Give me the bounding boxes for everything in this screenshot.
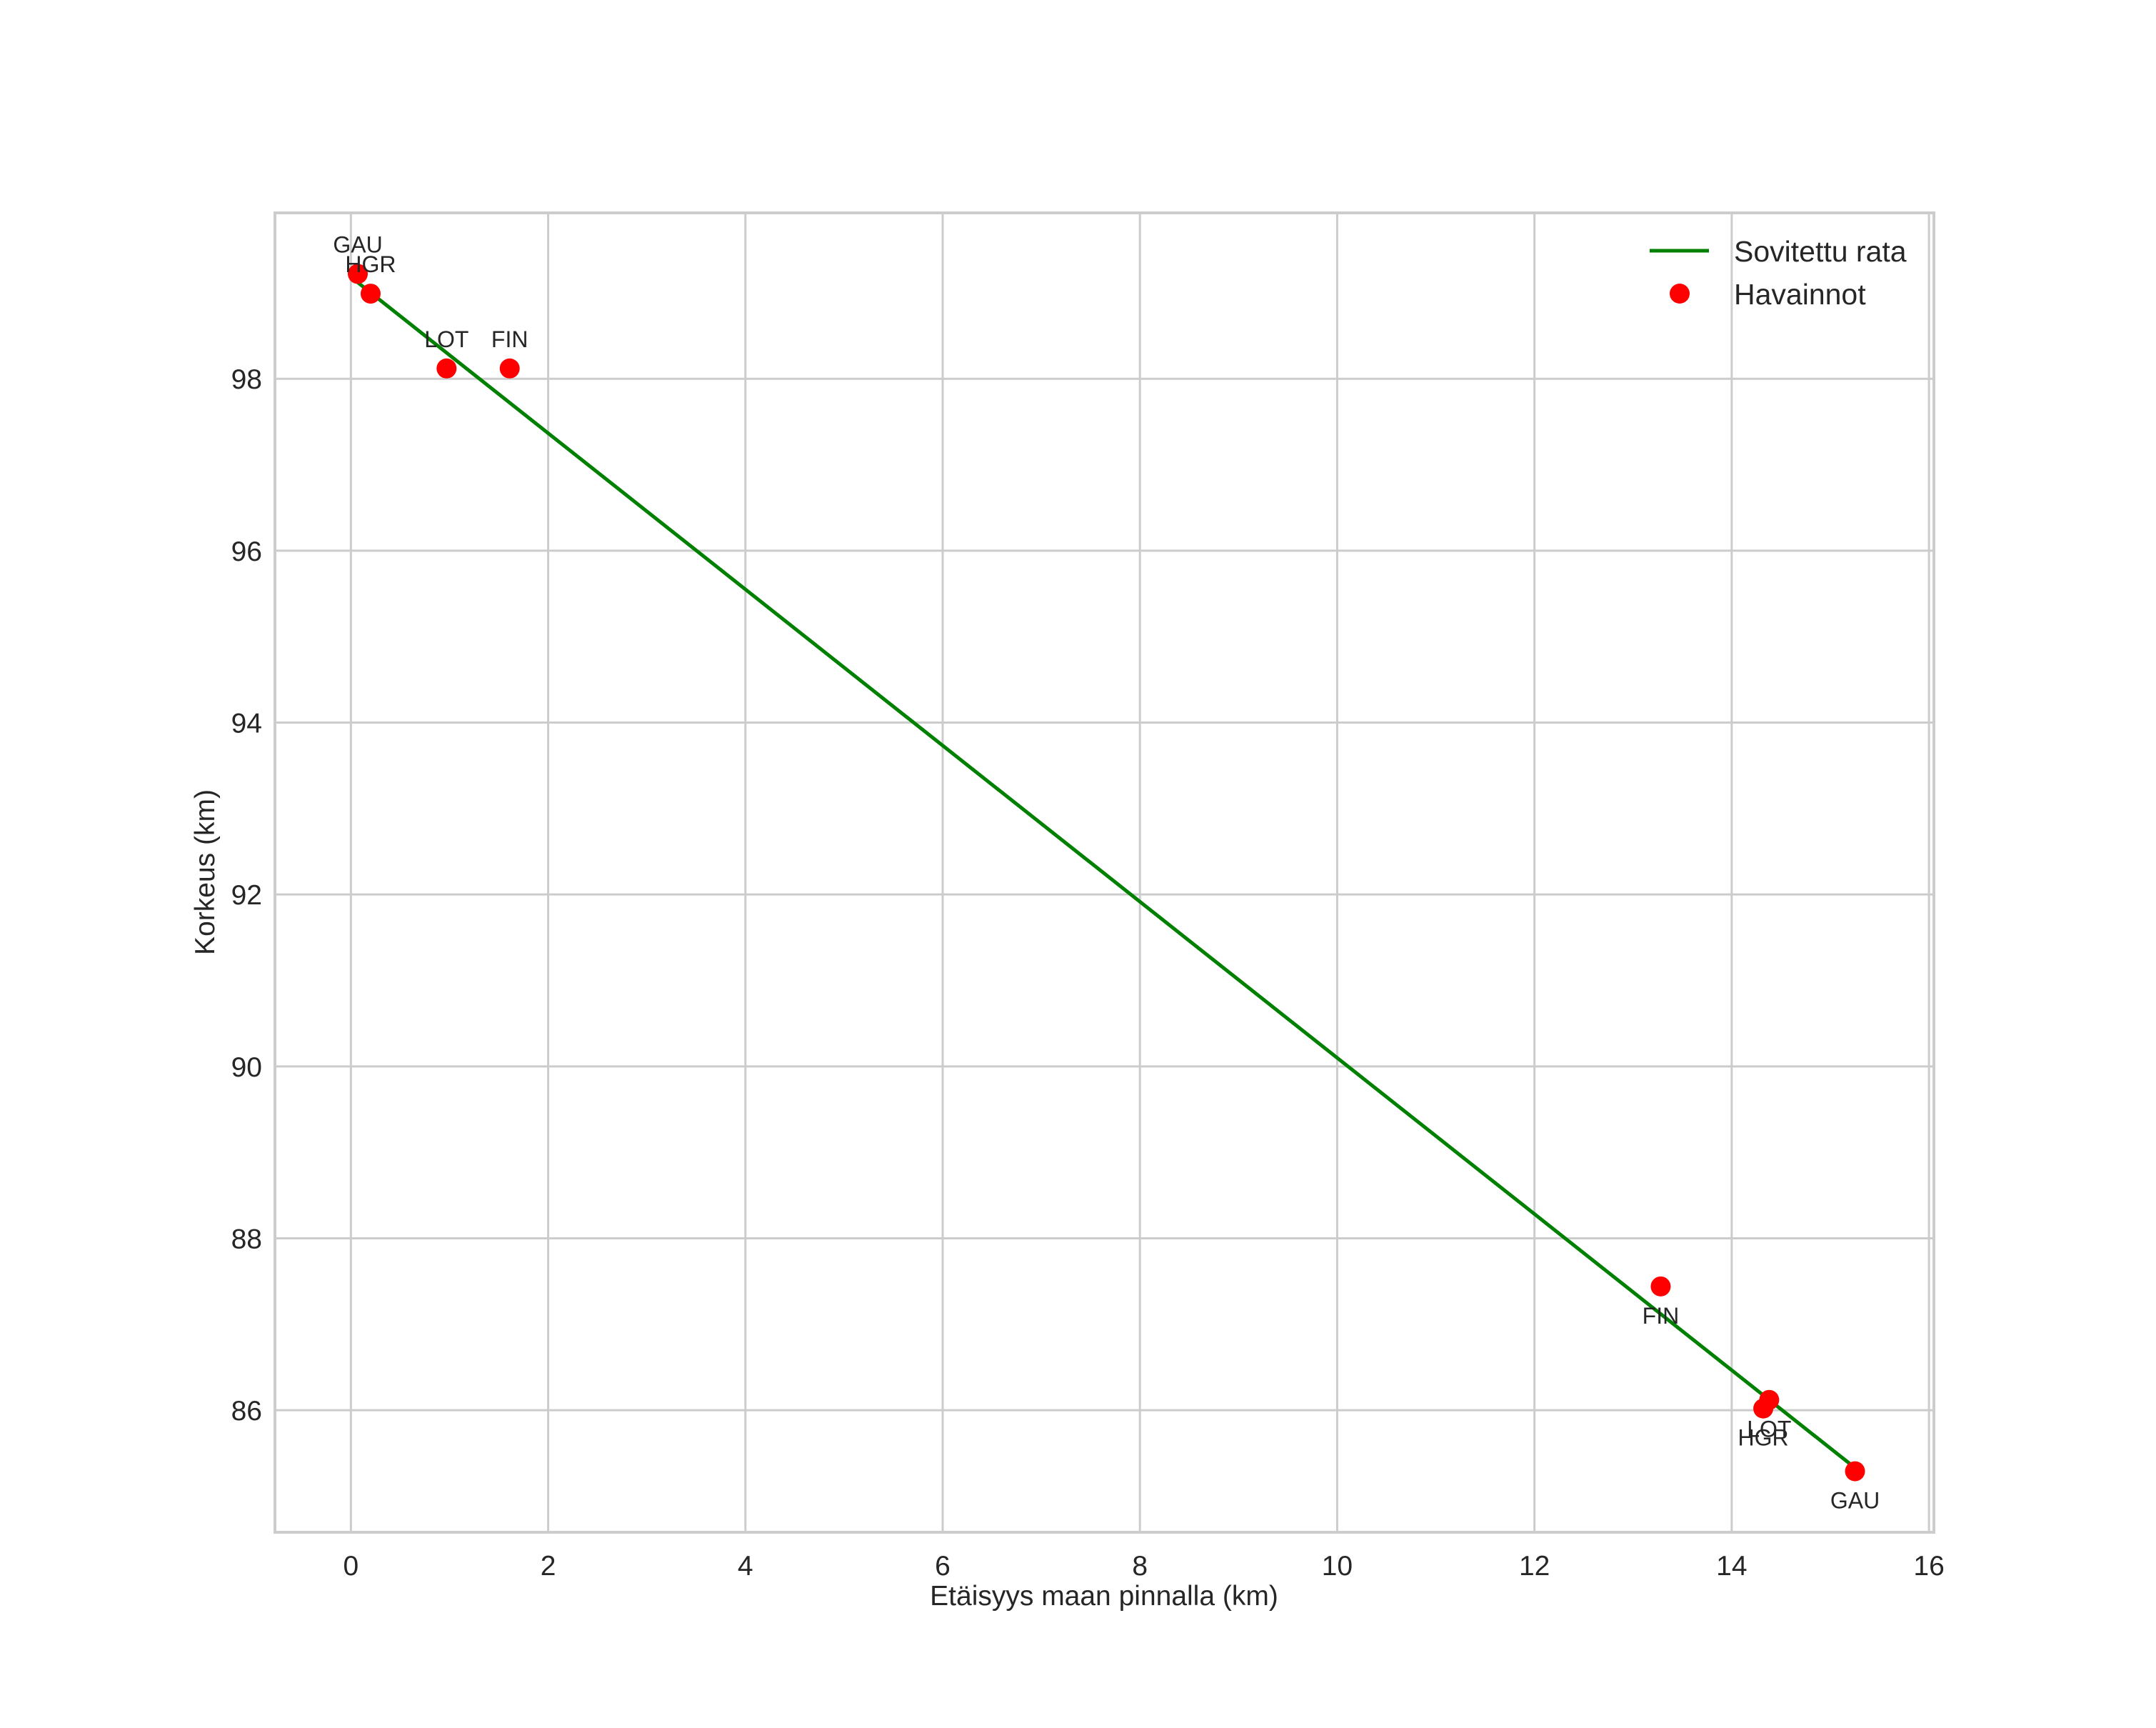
observation-station-label: FIN [1643,1303,1680,1329]
observation-point [1753,1398,1774,1419]
observation-point [348,264,368,284]
legend-label-fitted: Sovitettu rata [1734,235,1907,268]
y-tick-label: 98 [231,364,262,395]
observation-station-label: GAU [1830,1488,1880,1514]
x-tick-label: 16 [1913,1551,1944,1582]
fitted-trajectory-line [356,281,1857,1469]
observation-station-label: GAU [333,231,382,257]
observation-station-label: LOT [1747,1417,1791,1442]
x-tick-label: 12 [1519,1551,1550,1582]
x-tick-label: 6 [935,1551,951,1582]
x-tick-label: 14 [1716,1551,1747,1582]
x-axis-label: Etäisyys maan pinnalla (km) [930,1581,1278,1612]
x-tick-label: 8 [1132,1551,1148,1582]
observation-station-label: HGR [345,251,396,277]
y-tick-label: 88 [231,1224,262,1254]
y-tick-label: 90 [231,1052,262,1083]
observation-station-label: LOT [424,326,468,352]
observation-point [1650,1276,1671,1297]
x-tick-label: 10 [1322,1551,1353,1582]
observation-station-label: HGR [1738,1425,1789,1451]
x-tick-label: 2 [541,1551,556,1582]
observation-point [360,284,381,304]
observation-points [348,264,1865,1482]
y-tick-label: 96 [231,536,262,567]
y-tick-label: 92 [231,880,262,911]
observation-station-label: FIN [491,326,528,352]
legend-label-observations: Havainnot [1734,278,1866,311]
fitted-line [356,281,1857,1469]
x-tick-label: 4 [738,1551,753,1582]
y-tick-label: 94 [231,709,262,739]
y-tick-label: 86 [231,1396,262,1427]
y-axis-label: Korkeus (km) [190,789,221,955]
x-gridlines [349,213,1930,1532]
x-tick-label: 0 [343,1551,359,1582]
y-axis-tick-labels: 86 88 90 92 94 96 98 [231,364,262,1427]
observation-point [1845,1461,1865,1482]
observation-point [499,358,520,379]
x-axis-tick-labels: 0 2 4 6 8 10 12 14 16 [343,1551,1944,1582]
legend: Sovitettu rata Havainnot [1650,235,1907,311]
observation-point [436,358,457,379]
legend-marker-icon [1670,284,1690,304]
axes-frame [274,211,1935,1534]
y-gridlines [275,377,1934,1412]
